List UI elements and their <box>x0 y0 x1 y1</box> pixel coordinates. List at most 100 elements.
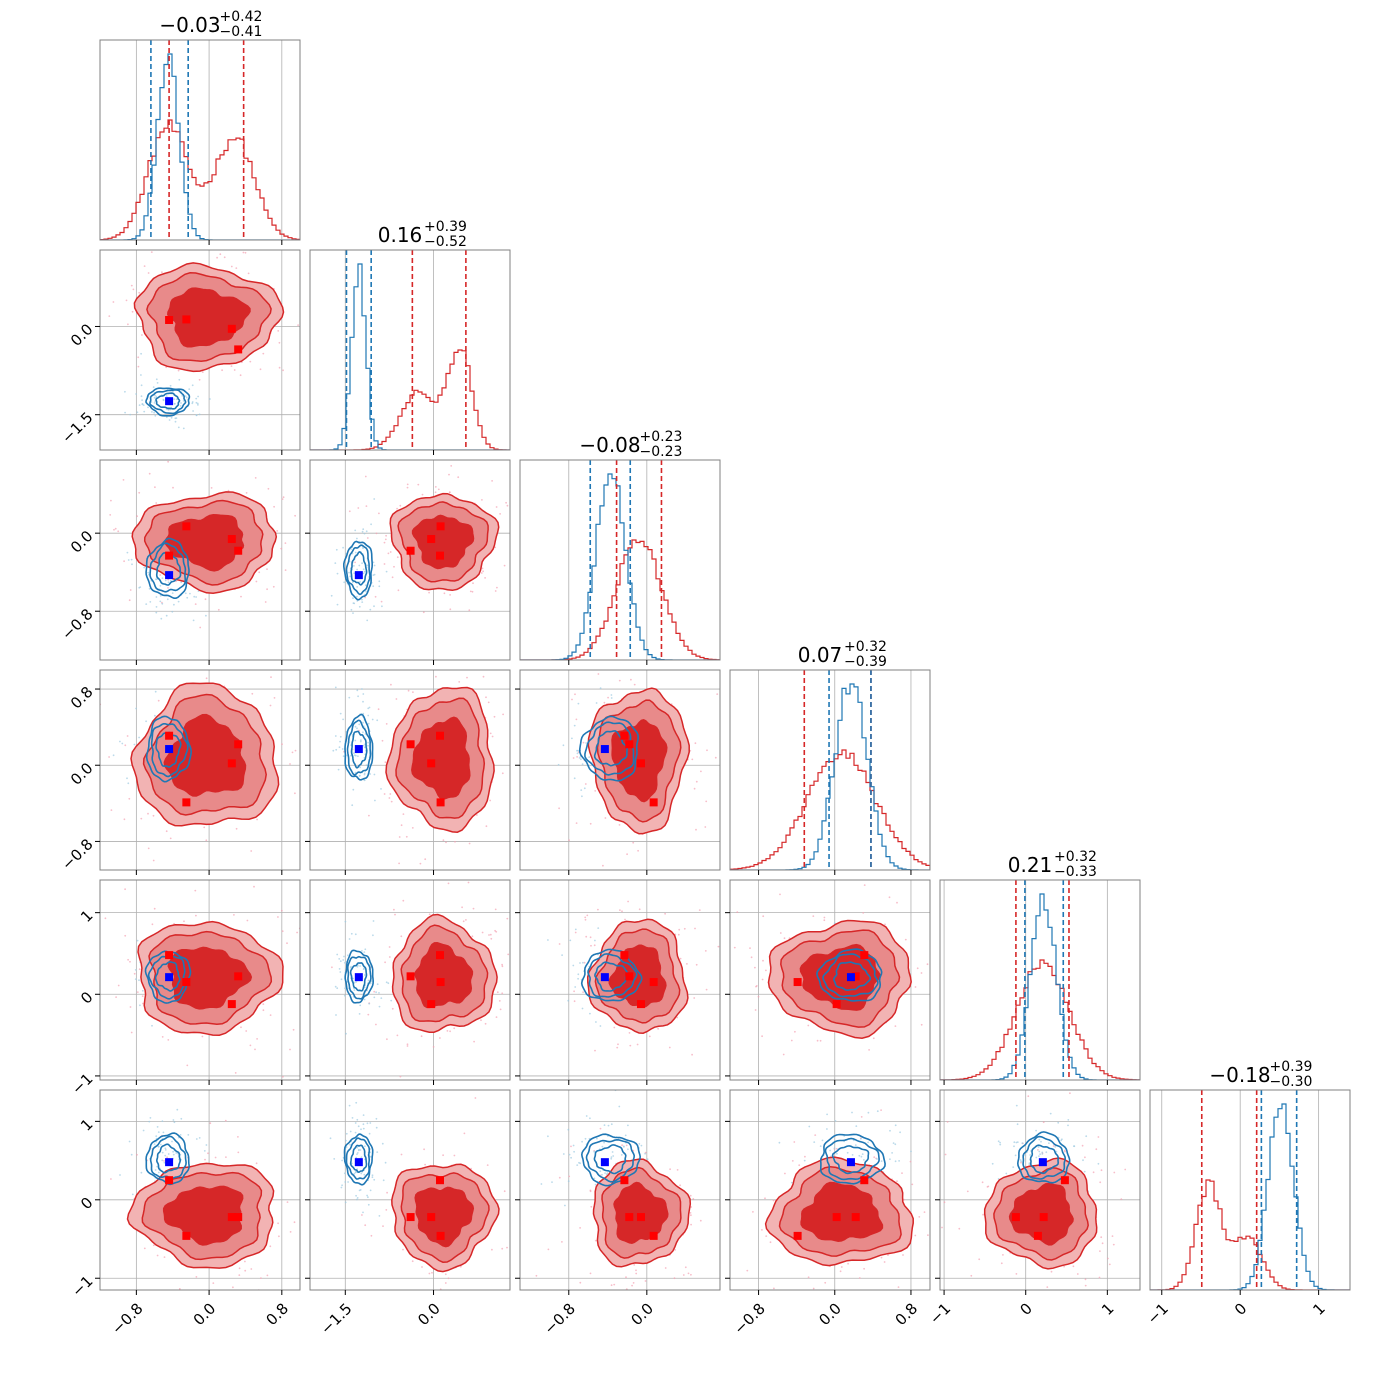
scatter-point-red <box>284 569 287 571</box>
scatter-point-red <box>204 598 207 601</box>
scatter-point-blue <box>155 578 157 581</box>
scatter-point-red <box>420 1035 423 1038</box>
scatter-point-red <box>668 1046 671 1049</box>
truth-marker-red <box>436 978 445 987</box>
blue-contour-line-inner <box>593 730 628 767</box>
scatter-point-red <box>198 378 201 381</box>
scatter-point-red <box>694 927 696 930</box>
scatter-point-blue <box>364 584 367 587</box>
scatter-point-blue <box>354 529 357 532</box>
red-contour-line-outer <box>137 920 284 1036</box>
truth-marker-red <box>436 731 444 740</box>
blue-contour-line-inner <box>593 1144 627 1175</box>
scatter-point-blue <box>1054 1146 1057 1148</box>
scatter-point-red <box>159 574 162 576</box>
scatter-point-blue <box>362 568 365 571</box>
scatter-point-red <box>635 1269 637 1272</box>
scatter-point-blue <box>353 1172 356 1175</box>
scatter-point-red <box>621 910 623 913</box>
scatter-point-red <box>249 873 251 875</box>
scatter-point-red <box>151 923 154 926</box>
scatter-point-blue <box>997 1140 1000 1143</box>
scatter-point-red <box>224 1119 227 1122</box>
scatter-point-red <box>1111 1235 1114 1237</box>
scatter-point-red <box>1097 1136 1100 1138</box>
scatter-point-red <box>236 1082 238 1084</box>
panel-0-0: −0.03+0.42−0.41 <box>99 9 301 245</box>
scatter-point-blue <box>623 1146 625 1148</box>
scatter-point-blue <box>163 1161 166 1164</box>
scatter-point-red <box>146 870 148 872</box>
scatter-point-red <box>117 530 120 533</box>
scatter-point-blue <box>154 394 156 397</box>
truth-marker-red <box>649 798 658 807</box>
scatter-point-red <box>462 920 465 923</box>
panel-content <box>108 251 299 430</box>
scatter-point-blue <box>362 731 364 734</box>
scatter-point-blue <box>356 1153 358 1156</box>
scatter-point-red <box>491 480 493 482</box>
scatter-point-blue <box>161 1120 164 1122</box>
scatter-point-red <box>761 1229 763 1231</box>
scatter-point-blue <box>145 603 148 605</box>
scatter-point-blue <box>561 954 563 956</box>
scatter-point-blue <box>369 1122 372 1124</box>
x-tick-label: 0.0 <box>190 1300 220 1330</box>
blue-contour-line-inner <box>349 1144 368 1174</box>
scatter-point-red <box>250 850 253 852</box>
scatter-point-red <box>503 1190 506 1193</box>
scatter-point-blue <box>355 754 357 757</box>
marginal-title-plus: +0.42 <box>220 9 263 25</box>
scatter-point-red <box>281 743 283 746</box>
scatter-point-red <box>123 560 125 563</box>
scatter-point-red <box>573 990 575 993</box>
scatter-point-blue <box>589 1012 591 1015</box>
scatter-point-blue <box>335 1014 337 1016</box>
scatter-point-red <box>904 938 907 941</box>
scatter-point-blue <box>540 1183 543 1185</box>
scatter-point-red <box>157 699 160 702</box>
blue-contour-line-mid <box>1022 1135 1067 1180</box>
red-contour-line-outer <box>592 1158 692 1268</box>
blue-contour-line-inner <box>155 731 182 768</box>
scatter-point-red <box>490 937 493 940</box>
scatter-point-red <box>136 515 139 518</box>
scatter-point-blue <box>376 983 379 986</box>
scatter-point-blue <box>362 1211 364 1214</box>
scatter-point-blue <box>368 1132 371 1135</box>
scatter-point-blue <box>177 600 180 603</box>
panel-content <box>547 900 723 1056</box>
scatter-point-red <box>721 1023 723 1025</box>
scatter-point-blue <box>149 601 152 603</box>
scatter-point-red <box>494 546 497 549</box>
scatter-point-red <box>449 1030 451 1033</box>
scatter-point-blue <box>564 1204 566 1207</box>
scatter-point-red <box>762 959 764 962</box>
scatter-point-blue <box>157 1145 160 1148</box>
marginal-title-plus: +0.39 <box>1270 1059 1313 1075</box>
scatter-point-red <box>221 369 224 372</box>
marginal-title-plus: +0.32 <box>1054 849 1097 865</box>
panel-3-2 <box>515 669 721 875</box>
scatter-point-blue <box>370 523 372 526</box>
scatter-point-red <box>167 578 170 581</box>
scatter-point-red <box>399 504 402 507</box>
scatter-point-blue <box>601 1145 604 1148</box>
blue-contour-line-outer <box>343 540 374 601</box>
scatter-point-blue <box>572 964 575 967</box>
scatter-point-blue <box>335 748 338 751</box>
scatter-point-blue <box>581 763 584 766</box>
scatter-point-red <box>884 923 886 926</box>
scatter-point-blue <box>581 1140 583 1143</box>
scatter-point-blue <box>620 1154 623 1156</box>
scatter-point-red <box>457 476 460 479</box>
scatter-point-blue <box>352 602 355 604</box>
scatter-point-red <box>289 1048 291 1051</box>
scatter-point-blue <box>151 411 153 413</box>
scatter-point-blue <box>160 617 163 620</box>
scatter-point-blue <box>369 773 371 775</box>
scatter-point-red <box>679 1184 681 1187</box>
red-contour-line-outer <box>131 491 278 594</box>
scatter-point-blue <box>570 1156 572 1159</box>
scatter-point-red <box>757 995 760 998</box>
